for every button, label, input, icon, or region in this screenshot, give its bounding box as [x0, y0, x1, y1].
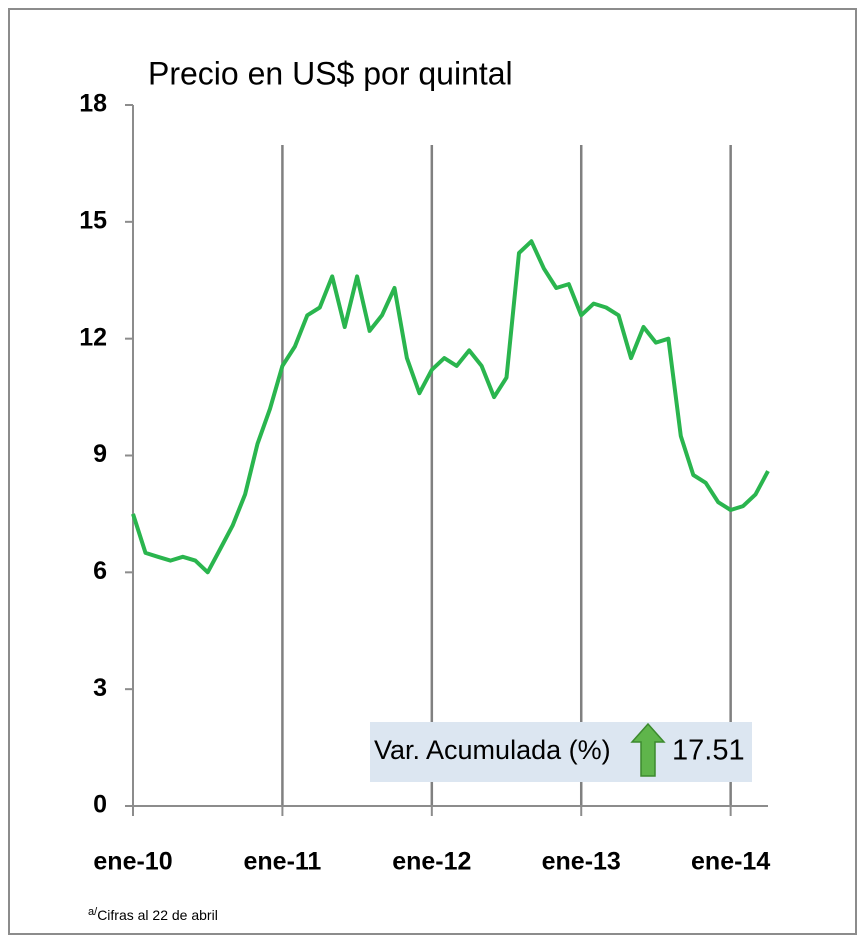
x-tick-label: ene-11	[243, 848, 321, 876]
y-tick-label: 9	[93, 440, 107, 468]
footnote-text: Cifras al 22 de abril	[97, 907, 218, 923]
plot: 0 3 6 9 12 15 18 ene-10 ene-11 ene-12 ene-13 ene-14	[79, 90, 770, 876]
footnote: a/Cifras al 22 de abril	[88, 906, 218, 923]
x-tick-label: ene-14	[691, 848, 770, 876]
x-tick-label: ene-10	[93, 848, 172, 876]
annotation-box	[370, 722, 752, 782]
footnote-marker: a/	[88, 906, 98, 918]
x-tick-label: ene-12	[392, 848, 471, 876]
y-tick-label: 15	[79, 206, 107, 234]
y-tick-label: 0	[93, 791, 107, 819]
y-tick-label: 12	[79, 323, 107, 351]
price-line	[131, 239, 770, 575]
y-tick-label: 18	[79, 90, 107, 118]
x-tick-label: ene-13	[542, 848, 621, 876]
chart-title: Precio en US$ por quintal	[148, 55, 513, 91]
up-arrow	[630, 722, 666, 777]
grid	[281, 145, 732, 806]
annotation-label: Var. Acumulada (%)	[374, 735, 611, 765]
y-tick-label: 3	[93, 674, 107, 702]
y-tick-label: 6	[93, 557, 107, 585]
annotation-value: 17.51	[672, 735, 745, 767]
